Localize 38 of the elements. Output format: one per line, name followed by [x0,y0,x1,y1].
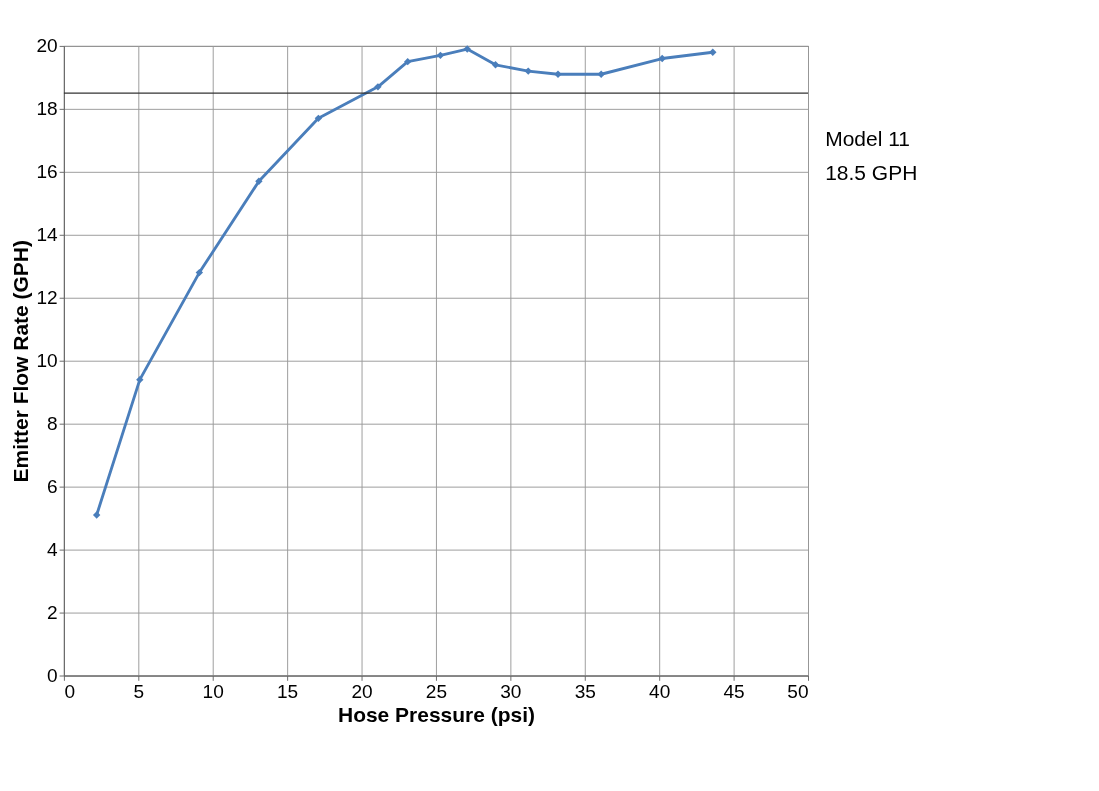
point [255,177,263,185]
y-tick-label: 0 [47,664,58,686]
point [136,375,144,384]
y-tick-label: 4 [47,538,59,560]
y-tick-label: 16 [36,161,58,183]
y-tick-label: 10 [36,349,58,371]
y-tick-label: 20 [36,35,58,57]
x-tick-label: 10 [202,680,224,702]
y-tick-label: 6 [47,475,58,497]
x-tick-label: 50 [787,680,809,702]
y-tick-label: 18 [36,98,58,120]
x-tick-label: 5 [133,680,145,702]
point [92,511,101,519]
y-tick-label: 2 [47,601,58,623]
x-tick-label: 40 [649,680,671,702]
y-tick-label: 14 [36,224,59,246]
point [404,57,412,66]
point [524,67,532,75]
text: Model 11 [825,127,910,151]
y-tick-label: 12 [36,286,58,308]
point [314,114,323,123]
x-tick-label: 25 [425,680,448,702]
x-tick-label: 0 [64,680,75,702]
y-tick-label: 8 [47,412,58,434]
point [436,51,445,60]
point [658,54,666,63]
x-tick-label: 30 [500,680,522,702]
x-tick-label: 45 [723,680,745,702]
y-axis-title: Emitter Flow Rate (GPH) [8,240,32,483]
x-tick-label: 15 [277,680,299,702]
text: 18.5 GPH [825,161,918,185]
point [709,48,717,56]
x-tick-label: 20 [351,680,373,702]
x-tick-label: 35 [574,680,596,702]
point [491,61,500,69]
point [195,268,204,277]
x-axis-title: Hose Pressure (psi) [337,702,535,726]
point [597,70,605,78]
